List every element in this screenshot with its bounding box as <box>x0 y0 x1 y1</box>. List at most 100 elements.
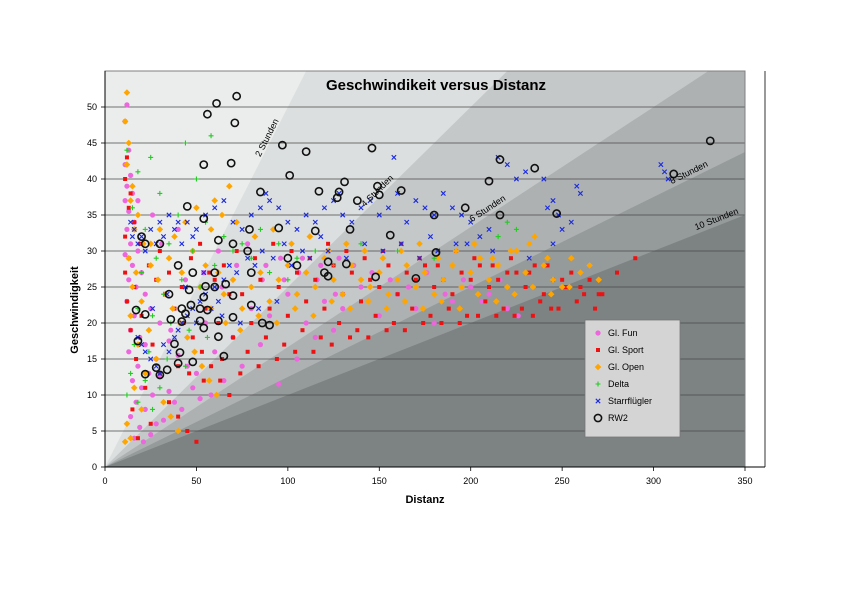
y-tick-label: 5 <box>92 426 97 436</box>
data-point <box>438 298 445 305</box>
data-point <box>477 234 483 240</box>
data-point <box>213 316 223 326</box>
data-point <box>359 299 363 304</box>
data-point <box>209 364 214 369</box>
data-point <box>142 378 148 384</box>
data-point <box>150 406 156 412</box>
data-point <box>210 268 220 277</box>
data-point <box>484 176 494 186</box>
data-point <box>181 321 186 325</box>
data-point <box>373 181 382 191</box>
data-point <box>190 335 195 340</box>
data-point <box>366 283 374 291</box>
data-point <box>474 290 482 298</box>
data-point <box>148 226 154 232</box>
data-point <box>142 226 148 232</box>
data-point <box>431 248 441 257</box>
data-point <box>128 219 134 225</box>
data-point <box>140 239 150 249</box>
data-point <box>459 270 464 275</box>
data-point <box>166 314 176 324</box>
data-point <box>229 276 237 284</box>
data-point <box>422 205 428 211</box>
x-tick-label: 100 <box>280 476 295 486</box>
data-point <box>208 133 214 139</box>
data-point <box>318 262 324 268</box>
data-point <box>132 269 140 276</box>
data-point <box>152 355 160 363</box>
data-point <box>503 283 511 291</box>
data-point <box>138 298 145 305</box>
data-point <box>505 270 510 275</box>
data-point <box>440 190 446 196</box>
data-point <box>129 378 136 384</box>
legend-marker <box>596 348 600 352</box>
data-point <box>142 291 148 297</box>
data-point <box>156 226 164 233</box>
data-point <box>431 212 437 218</box>
data-point <box>458 212 465 218</box>
data-point <box>527 270 532 275</box>
data-point <box>148 421 153 426</box>
data-point <box>267 306 272 311</box>
data-point <box>213 391 220 399</box>
data-point <box>307 255 313 261</box>
data-point <box>193 204 200 212</box>
data-point <box>385 230 395 240</box>
data-point <box>318 234 324 240</box>
data-point <box>175 219 181 225</box>
data-point <box>207 270 212 275</box>
data-point <box>166 338 172 344</box>
data-point <box>167 400 171 405</box>
data-point <box>185 429 190 433</box>
data-point <box>322 306 327 311</box>
data-point <box>367 143 377 153</box>
data-point <box>348 335 353 340</box>
data-point <box>490 263 495 268</box>
data-point <box>133 336 143 346</box>
data-point <box>125 139 133 147</box>
data-point <box>705 136 715 146</box>
data-point <box>394 276 401 284</box>
data-point <box>188 357 198 367</box>
data-point <box>249 321 254 325</box>
data-point <box>490 248 496 254</box>
data-point <box>124 102 130 108</box>
data-point <box>346 305 354 312</box>
data-point <box>126 349 132 355</box>
data-point <box>514 270 519 275</box>
data-point <box>427 234 434 240</box>
data-point <box>193 176 199 182</box>
data-point <box>489 254 496 262</box>
data-point <box>157 385 163 391</box>
data-point <box>140 309 150 319</box>
data-point <box>256 187 265 197</box>
data-point <box>431 320 437 326</box>
data-point <box>221 234 227 240</box>
data-point <box>245 349 250 354</box>
data-point <box>190 385 196 391</box>
data-point <box>123 177 128 181</box>
legend-label: Delta <box>608 379 629 389</box>
data-point <box>450 292 455 297</box>
data-point <box>285 219 291 225</box>
data-point <box>464 241 470 247</box>
data-point <box>212 284 218 290</box>
data-point <box>123 161 131 168</box>
data-point <box>213 332 223 342</box>
data-point <box>568 219 574 225</box>
data-point <box>494 313 499 318</box>
data-point <box>468 277 473 282</box>
data-point <box>560 277 565 282</box>
data-point <box>221 279 231 289</box>
data-point <box>121 438 129 446</box>
data-point <box>343 240 350 248</box>
data-point <box>135 363 141 369</box>
data-point <box>530 163 540 173</box>
data-point <box>212 205 218 211</box>
y-tick-label: 25 <box>87 282 97 292</box>
data-point <box>182 277 189 283</box>
data-point <box>519 306 524 311</box>
data-point <box>434 254 442 262</box>
data-point <box>332 193 342 203</box>
